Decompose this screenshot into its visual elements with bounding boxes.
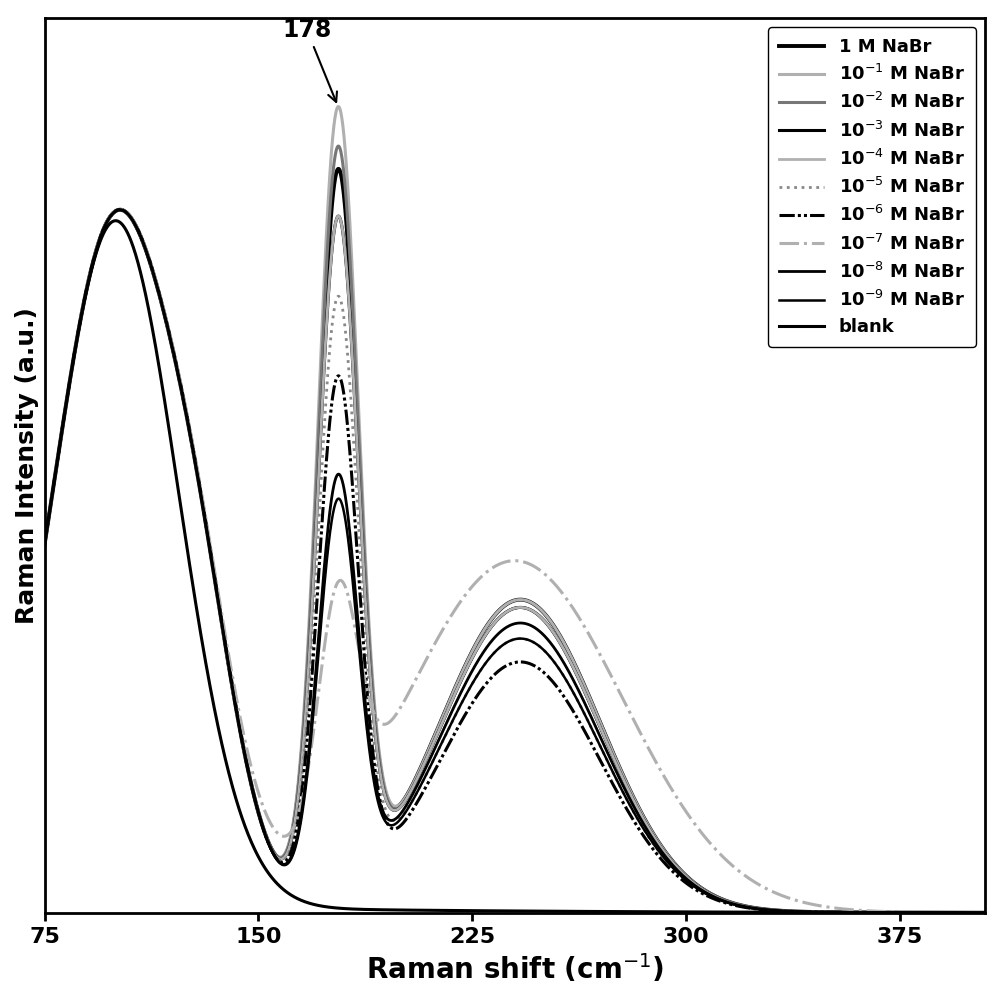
- Legend: 1 M NaBr, 10$^{-1}$ M NaBr, 10$^{-2}$ M NaBr, 10$^{-3}$ M NaBr, 10$^{-4}$ M NaBr: 1 M NaBr, 10$^{-1}$ M NaBr, 10$^{-2}$ M …: [768, 27, 976, 347]
- X-axis label: Raman shift (cm$^{-1}$): Raman shift (cm$^{-1}$): [366, 952, 664, 985]
- Text: 178: 178: [282, 18, 337, 102]
- Y-axis label: Raman Intensity (a.u.): Raman Intensity (a.u.): [15, 307, 39, 624]
